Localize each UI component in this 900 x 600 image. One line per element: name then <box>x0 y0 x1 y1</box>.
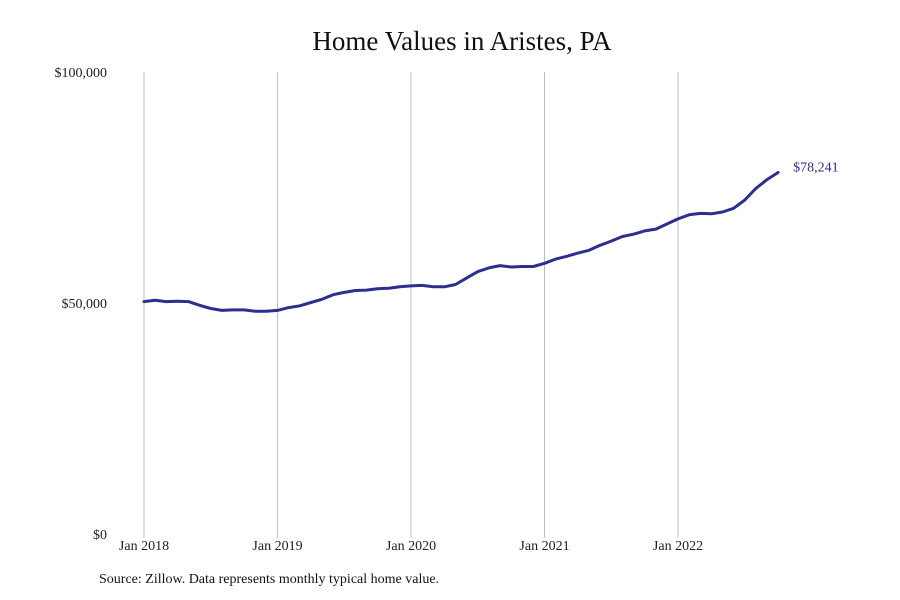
chart-title: Home Values in Aristes, PA <box>312 26 612 56</box>
y-tick-label: $0 <box>93 528 107 543</box>
end-value-label: $78,241 <box>793 161 839 176</box>
y-tick-label: $50,000 <box>62 297 108 312</box>
y-tick-label: $100,000 <box>55 66 108 81</box>
x-tick-label: Jan 2022 <box>653 539 703 554</box>
axis-ticks: Jan 2018 Jan 2019 Jan 2020 Jan 2021 Jan 2022… <box>55 66 704 554</box>
gridlines <box>143 72 679 538</box>
series-layer: $78,241 <box>142 161 839 313</box>
x-tick-label: Jan 2018 <box>119 539 169 554</box>
x-tick-label: Jan 2020 <box>386 539 436 554</box>
home-value-line <box>142 171 780 313</box>
x-tick-label: Jan 2021 <box>519 539 569 554</box>
x-tick-label: Jan 2019 <box>252 539 302 554</box>
source-note: Source: Zillow. Data represents monthly … <box>99 572 440 587</box>
